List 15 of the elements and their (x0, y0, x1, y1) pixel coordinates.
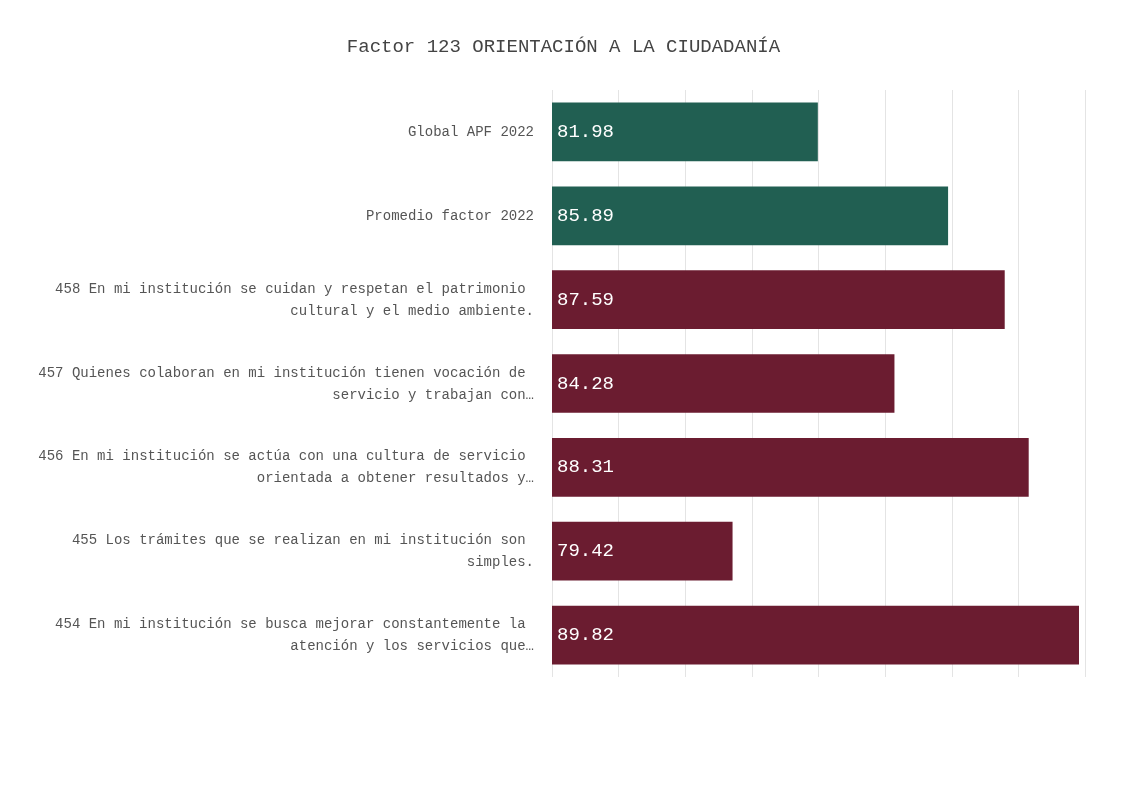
data-label: 85.89 (557, 204, 615, 227)
y-tick-label: 458 En mi institución se cuidan y respetan el patrimonio cultural y el medio ambiente. (55, 280, 534, 319)
y-tick-label: 455 Los trámites que se realizan en mi institución son simples. (71, 532, 534, 571)
data-label: 89.82 (557, 624, 615, 647)
data-label: 79.42 (557, 540, 615, 563)
data-label: 81.98 (557, 120, 615, 143)
y-tick-label: 457 Quienes colaboran en mi institución tienen vocación de servicio y trabajan con… (38, 364, 534, 403)
chart-title: Factor 123 ORIENTACIÓN A LA CIUDADANÍA (346, 35, 781, 58)
data-label: 88.31 (557, 456, 615, 479)
y-tick-label: 456 En mi institución se actúa con una cultura de servicio orientada a obtener resultados y… (38, 448, 534, 487)
data-label: 87.59 (557, 288, 615, 311)
y-tick-label: Promedio factor 2022 (365, 207, 534, 224)
data-label: 84.28 (557, 372, 615, 395)
y-tick-label: Global APF 2022 (407, 123, 534, 140)
y-tick-label: 454 En mi institución se busca mejorar constantemente la atención y los servicios que… (55, 616, 534, 655)
